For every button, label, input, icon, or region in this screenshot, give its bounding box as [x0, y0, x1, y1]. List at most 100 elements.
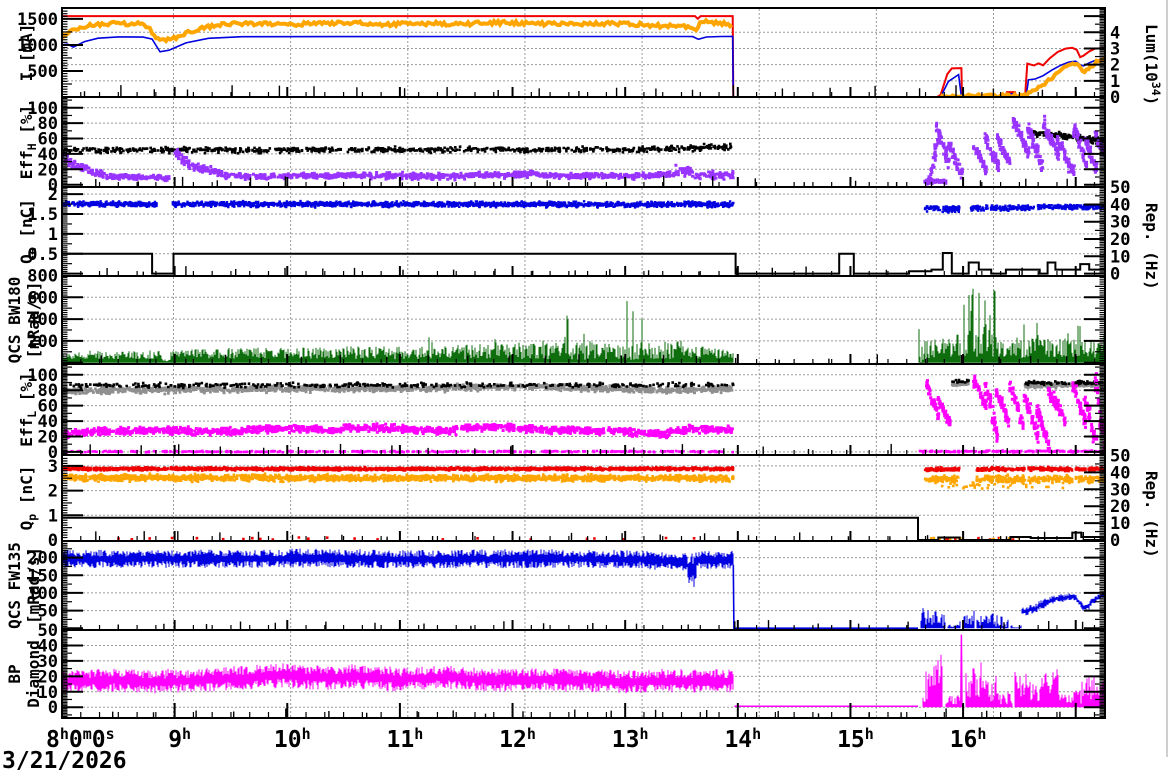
injection-markers: [83, 85, 1077, 96]
axis-label-left-injection-efficiency-ler: EffL [%]: [17, 372, 39, 446]
svg-text:80: 80: [38, 381, 58, 401]
svg-text:2: 2: [48, 185, 58, 205]
axis-label-left-qcs-fw135-vibration: [mRad/s]: [24, 547, 43, 624]
svg-text:60: 60: [38, 130, 58, 150]
svg-text:200: 200: [27, 332, 58, 352]
svg-text:0: 0: [48, 531, 58, 551]
axis-label-left-qcs-bw180-vibration: [mRad/s]: [24, 281, 43, 358]
svg-text:400: 400: [27, 310, 58, 330]
svg-text:20: 20: [38, 160, 58, 180]
axis-label-right-electron-bunch-charge-rep-rate: Rep. (Hz): [1142, 203, 1161, 290]
electron-charge: [63, 199, 1104, 214]
positron-charge-low: [63, 472, 1104, 490]
bp-diamond-run: [63, 663, 734, 694]
svg-text:200: 200: [27, 549, 58, 569]
qcs-fw135-drop: [732, 564, 918, 629]
svg-text:40: 40: [38, 145, 58, 165]
eff-her-injection: [63, 148, 948, 186]
svg-text:40: 40: [1110, 463, 1130, 483]
svg-text:30: 30: [1110, 480, 1130, 500]
svg-text:0: 0: [1110, 265, 1120, 285]
positron-charge-high: [63, 465, 1104, 473]
svg-text:1: 1: [48, 225, 58, 245]
svg-text:600: 600: [27, 288, 58, 308]
svg-text:40: 40: [38, 412, 58, 432]
svg-text:1: 1: [48, 506, 58, 526]
x-tick-label: 15h: [837, 725, 874, 753]
eff-ler-recovery-streaks: [925, 372, 1104, 454]
axis-label-left-beam-current-vs-luminosity: I [mA]: [17, 24, 36, 82]
svg-text:40: 40: [1110, 195, 1130, 215]
svg-text:0: 0: [48, 698, 58, 718]
rep-rate-electron: [63, 252, 1104, 275]
svg-text:1: 1: [1110, 72, 1120, 92]
svg-text:10: 10: [1110, 514, 1130, 534]
x-tick-label: 13h: [612, 725, 649, 753]
window-edge: [1166, 0, 1168, 757]
svg-text:150: 150: [27, 566, 58, 586]
eff-ler-zero-line: [63, 449, 1104, 454]
eff-ler-measured: [69, 378, 1104, 390]
svg-text:800: 800: [27, 266, 58, 286]
svg-text:20: 20: [1110, 497, 1130, 517]
svg-text:1500: 1500: [17, 10, 58, 30]
svg-text:40: 40: [38, 636, 58, 656]
svg-text:500: 500: [27, 62, 58, 82]
x-tick-label: 16h: [950, 725, 987, 753]
bp-diamond-recovery: [922, 654, 1104, 708]
eff-her-recovery-streaks: [927, 114, 1104, 182]
svg-text:10: 10: [38, 683, 58, 703]
her-current: [63, 35, 1104, 96]
svg-text:0: 0: [1110, 88, 1120, 108]
axis-label-right-beam-current-vs-luminosity: Lum(1034): [1142, 24, 1163, 105]
svg-text:2: 2: [48, 482, 58, 502]
ler-current: [63, 15, 1104, 96]
svg-text:1.5: 1.5: [27, 205, 58, 225]
injection-markers: [106, 266, 1063, 275]
svg-text:30: 30: [38, 652, 58, 672]
svg-text:4: 4: [1110, 23, 1120, 43]
injection-markers: [112, 708, 1061, 717]
svg-text:100: 100: [27, 584, 58, 604]
qcs-fw135-bursts: [920, 608, 1022, 629]
injection-markers: [100, 354, 1068, 363]
stray-red-dots: [117, 536, 1015, 540]
injection-markers: [95, 531, 1084, 540]
axis-label-left-beam-pipe-diamond-dose: BP: [5, 664, 24, 683]
svg-text:1000: 1000: [17, 36, 58, 56]
svg-text:20: 20: [1110, 230, 1130, 250]
svg-text:100: 100: [27, 99, 58, 119]
svg-text:50: 50: [38, 621, 58, 641]
x-tick-label: 11h: [387, 725, 424, 753]
luminosity-recovery: [940, 56, 1104, 96]
svg-text:30: 30: [1110, 213, 1130, 233]
svg-text:2: 2: [1110, 56, 1120, 76]
axis-label-left-qcs-fw135-vibration: QCS FW135: [5, 542, 24, 629]
x-tick-label: 8h0m0s: [46, 725, 115, 753]
qcs-bw180-signal: [63, 288, 1104, 363]
luminosity-run: [63, 17, 734, 44]
svg-text:60: 60: [38, 397, 58, 417]
axis-label-left-injection-efficiency-her: EffH [%]: [17, 105, 39, 179]
svg-text:50: 50: [1110, 447, 1130, 467]
axis-label-left-positron-bunch-charge-rep-rate: Qp [nC]: [17, 466, 39, 531]
svg-text:3: 3: [48, 457, 58, 477]
svg-text:50: 50: [1110, 178, 1130, 198]
svg-text:100: 100: [27, 366, 58, 386]
rep-rate-positron: [63, 516, 1104, 540]
date-label: 3/21/2026: [2, 748, 127, 774]
svg-text:80: 80: [38, 114, 58, 134]
bp-diamond-big-spike: [960, 634, 963, 708]
x-tick-label: 9h: [168, 725, 191, 753]
axis-label-left-beam-pipe-diamond-dose: Diamond: [24, 640, 43, 707]
x-tick-label: 10h: [274, 725, 311, 753]
